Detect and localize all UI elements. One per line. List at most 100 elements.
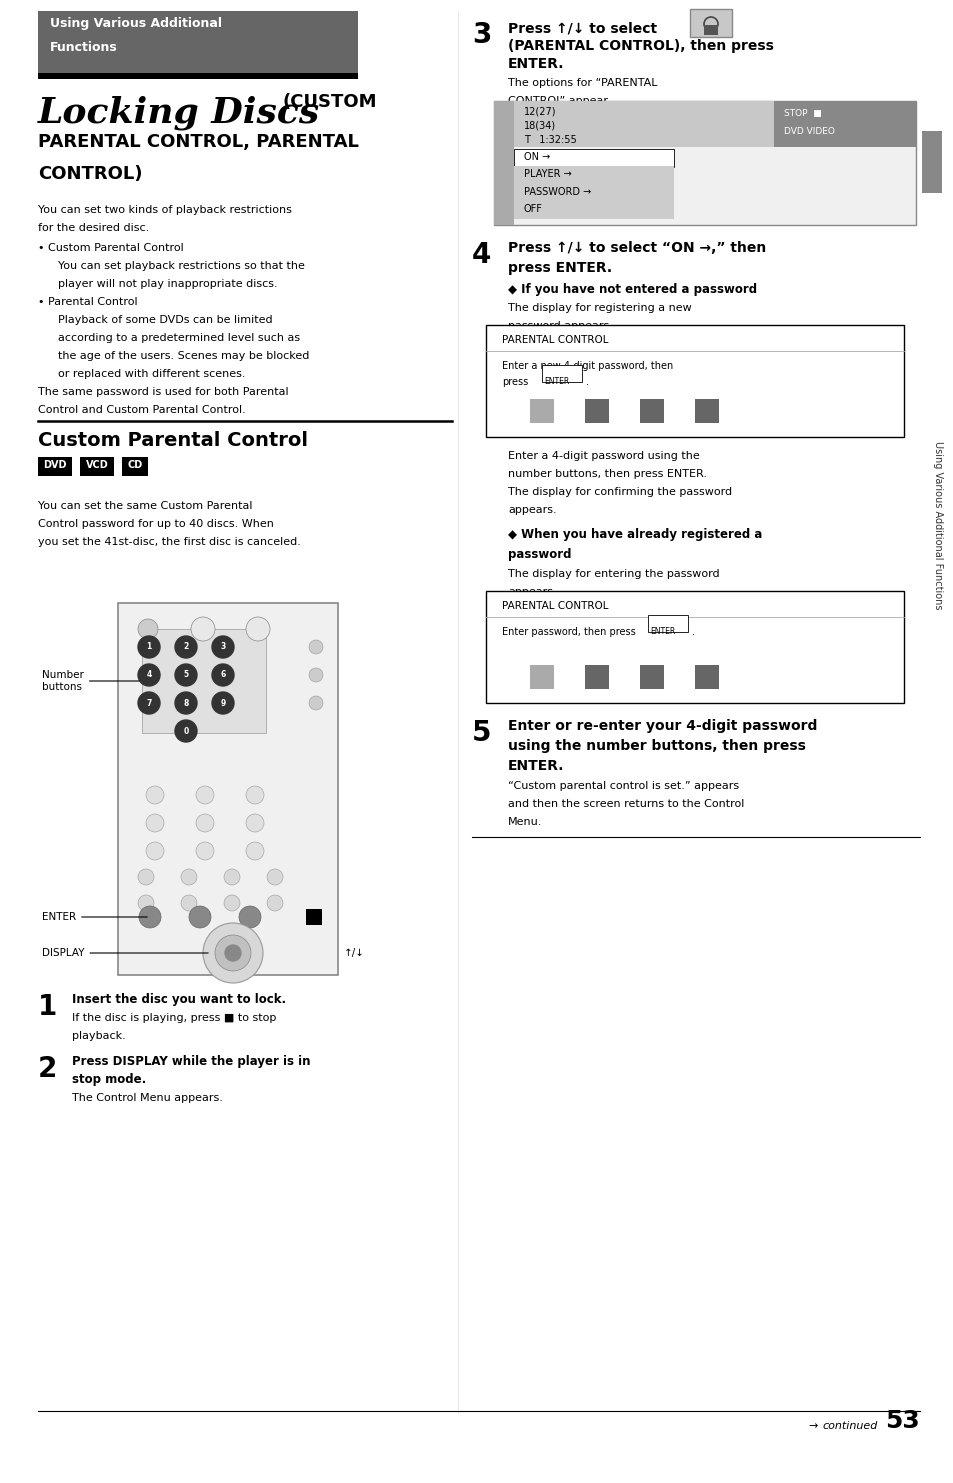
Text: Enter password, then press: Enter password, then press xyxy=(501,627,635,638)
Circle shape xyxy=(212,664,233,687)
Bar xyxy=(647,615,687,632)
Text: →: → xyxy=(807,1421,817,1431)
Text: 4: 4 xyxy=(472,242,491,268)
Bar xyxy=(695,664,719,690)
Text: according to a predetermined level such as: according to a predetermined level such … xyxy=(58,334,300,343)
Text: CONTROL): CONTROL) xyxy=(38,165,142,182)
Circle shape xyxy=(139,906,161,928)
Circle shape xyxy=(246,814,264,832)
Text: Control and Custom Parental Control.: Control and Custom Parental Control. xyxy=(38,405,246,415)
Text: OFF: OFF xyxy=(523,205,542,215)
Bar xyxy=(773,101,915,147)
Text: ENTER: ENTER xyxy=(543,377,569,386)
Circle shape xyxy=(138,636,160,658)
Text: 12(27): 12(27) xyxy=(523,107,556,117)
Text: ENTER.: ENTER. xyxy=(507,56,564,71)
Circle shape xyxy=(309,696,323,710)
Bar xyxy=(118,604,337,974)
Text: PARENTAL CONTROL: PARENTAL CONTROL xyxy=(501,335,608,346)
Bar xyxy=(514,166,673,184)
Circle shape xyxy=(195,814,213,832)
Text: password appears.: password appears. xyxy=(507,320,612,331)
Text: ENTER.: ENTER. xyxy=(507,759,564,773)
Bar xyxy=(514,184,673,202)
Text: The display for confirming the password: The display for confirming the password xyxy=(507,486,731,497)
Text: Insert the disc you want to lock.: Insert the disc you want to lock. xyxy=(71,994,286,1005)
Text: 1: 1 xyxy=(146,642,152,651)
Text: DISPLAY: DISPLAY xyxy=(42,948,208,958)
Text: PARENTAL CONTROL: PARENTAL CONTROL xyxy=(501,601,608,611)
Bar xyxy=(703,25,718,36)
Bar xyxy=(306,909,322,925)
Circle shape xyxy=(138,664,160,687)
Circle shape xyxy=(138,618,158,639)
Text: using the number buttons, then press: using the number buttons, then press xyxy=(507,739,805,753)
Circle shape xyxy=(146,814,164,832)
Circle shape xyxy=(138,869,153,885)
Bar xyxy=(494,101,915,225)
Circle shape xyxy=(246,617,270,641)
Text: Using Various Additional: Using Various Additional xyxy=(50,16,222,30)
Circle shape xyxy=(225,945,241,961)
Text: 0: 0 xyxy=(183,727,189,736)
Text: “Custom parental control is set.” appears: “Custom parental control is set.” appear… xyxy=(507,782,739,790)
Text: You can set two kinds of playback restrictions: You can set two kinds of playback restri… xyxy=(38,205,292,215)
Text: Menu.: Menu. xyxy=(507,817,542,828)
Text: Locking Discs: Locking Discs xyxy=(38,95,320,129)
Circle shape xyxy=(138,693,160,713)
Text: player will not play inappropriate discs.: player will not play inappropriate discs… xyxy=(58,279,277,289)
Text: Enter or re-enter your 4-digit password: Enter or re-enter your 4-digit password xyxy=(507,719,817,733)
Text: The display for entering the password: The display for entering the password xyxy=(507,569,719,578)
Text: 18(34): 18(34) xyxy=(523,122,556,131)
Bar xyxy=(494,101,514,225)
Circle shape xyxy=(214,934,251,971)
Text: ON →: ON → xyxy=(523,151,550,162)
Bar xyxy=(514,202,673,219)
Text: appears.: appears. xyxy=(507,587,556,598)
Circle shape xyxy=(174,693,196,713)
Circle shape xyxy=(174,636,196,658)
Text: 2: 2 xyxy=(183,642,189,651)
Text: appears.: appears. xyxy=(507,506,556,515)
Text: Functions: Functions xyxy=(50,42,117,53)
Circle shape xyxy=(239,906,261,928)
Text: T   1:32:55: T 1:32:55 xyxy=(523,135,577,145)
Text: Custom Parental Control: Custom Parental Control xyxy=(38,432,308,449)
Text: 9: 9 xyxy=(220,698,226,707)
Text: 2: 2 xyxy=(38,1054,57,1083)
Circle shape xyxy=(212,636,233,658)
Bar xyxy=(38,457,71,476)
Text: you set the 41st-disc, the first disc is canceled.: you set the 41st-disc, the first disc is… xyxy=(38,537,300,547)
Text: Enter a new 4-digit password, then: Enter a new 4-digit password, then xyxy=(501,360,673,371)
Text: continued: continued xyxy=(821,1421,877,1431)
Text: password: password xyxy=(507,549,571,561)
Bar xyxy=(584,399,608,423)
Bar xyxy=(38,73,357,79)
Bar xyxy=(921,131,941,193)
Text: Number
buttons: Number buttons xyxy=(42,670,139,691)
Circle shape xyxy=(224,869,240,885)
Circle shape xyxy=(212,693,233,713)
Text: number buttons, then press ENTER.: number buttons, then press ENTER. xyxy=(507,469,706,479)
Bar xyxy=(38,10,357,73)
Text: 1: 1 xyxy=(38,994,57,1020)
Text: 3: 3 xyxy=(220,642,226,651)
Text: .: . xyxy=(691,627,695,638)
Text: or replaced with different scenes.: or replaced with different scenes. xyxy=(58,369,245,380)
Bar xyxy=(80,457,113,476)
Text: CD: CD xyxy=(128,461,143,470)
Text: press: press xyxy=(501,377,528,387)
Circle shape xyxy=(309,667,323,682)
Text: PARENTAL CONTROL, PARENTAL: PARENTAL CONTROL, PARENTAL xyxy=(38,133,358,151)
Text: DVD VIDEO: DVD VIDEO xyxy=(783,128,834,136)
Text: Control password for up to 40 discs. When: Control password for up to 40 discs. Whe… xyxy=(38,519,274,529)
Text: Playback of some DVDs can be limited: Playback of some DVDs can be limited xyxy=(58,314,273,325)
Text: for the desired disc.: for the desired disc. xyxy=(38,222,149,233)
Bar xyxy=(639,664,663,690)
Text: 4: 4 xyxy=(146,670,152,679)
Text: The display for registering a new: The display for registering a new xyxy=(507,303,691,313)
Circle shape xyxy=(189,906,211,928)
Circle shape xyxy=(267,896,283,911)
Text: the age of the users. Scenes may be blocked: the age of the users. Scenes may be bloc… xyxy=(58,351,309,360)
Text: 8: 8 xyxy=(183,698,189,707)
